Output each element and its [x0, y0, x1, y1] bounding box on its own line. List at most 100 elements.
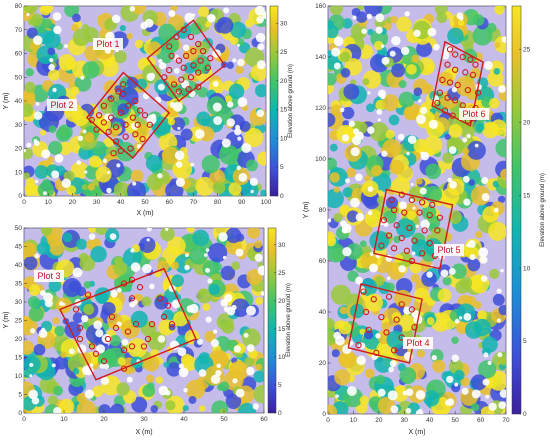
plot-boundary	[59, 267, 197, 381]
tree-marker	[197, 57, 204, 64]
tree-marker	[122, 121, 129, 128]
tree-marker	[132, 97, 139, 105]
tree-marker	[190, 62, 197, 69]
tree-marker	[436, 89, 444, 96]
plot-label-bg	[47, 99, 77, 111]
tree-marker	[120, 280, 128, 287]
x-tick-label: 20	[375, 417, 383, 424]
tree-marker	[92, 350, 100, 357]
tree-marker	[127, 145, 134, 152]
tree-marker	[178, 76, 185, 83]
colorbar-tick-label: 15	[278, 326, 286, 333]
plot-boundary	[85, 71, 171, 160]
tree-marker	[390, 347, 398, 354]
tree-marker	[195, 83, 202, 90]
x-ticks: 0 10 20 30 40 50 60 70 80 90 100	[22, 193, 272, 206]
tree-marker	[187, 33, 195, 41]
x-tick-label: 60	[260, 416, 268, 423]
y-axis-label: Y (m)	[3, 312, 10, 329]
tree-marker	[418, 250, 426, 257]
y-ticks: 0 5 10 15 20 25 30 35 40 45 50	[15, 225, 27, 417]
tree-marker	[120, 90, 127, 98]
x-tick-label: 50	[452, 417, 460, 424]
colorbar-tick-label: 20	[523, 120, 531, 127]
plot-boundary	[347, 283, 423, 364]
x-tick-label: 60	[166, 199, 174, 206]
tree-marker	[137, 107, 144, 114]
tree-marker	[107, 95, 115, 102]
y-tick-label: 0	[18, 410, 22, 417]
tree-marker	[462, 69, 469, 76]
tree-marker	[144, 335, 152, 343]
tree-marker	[185, 85, 192, 93]
colorbar-tick-label: 25	[278, 270, 286, 277]
plot-overlays: Plot 3	[34, 267, 197, 381]
tree-marker	[390, 206, 398, 214]
x-axis-label: X (m)	[135, 429, 152, 436]
tree-marker	[398, 191, 405, 198]
x-ticks: 0 10 20 30 40 50 60	[22, 410, 268, 423]
tree-marker	[207, 55, 214, 62]
x-tick-label: 30	[93, 199, 101, 206]
colorbar-ticks: 0 5 10 15 20 25	[519, 47, 531, 418]
tree-marker	[100, 119, 108, 126]
tree-marker	[93, 126, 100, 133]
tree-marker	[449, 112, 456, 119]
x-tick-label: 10	[60, 416, 68, 423]
tree-marker	[444, 94, 451, 101]
colorbar-tick-label: 0	[278, 410, 282, 417]
colorbar-tick-label: 30	[278, 242, 286, 249]
plot-boundary	[431, 40, 484, 127]
tree-marker	[472, 61, 479, 68]
x-tick-label: 80	[214, 199, 222, 206]
plot-label-bg	[434, 244, 464, 256]
colorbar-tick-label: 5	[523, 338, 527, 345]
tree-marker	[469, 71, 477, 78]
tree-marker	[180, 64, 187, 71]
x-tick-label: 0	[326, 417, 330, 424]
colorbar-ticks: 0 5 10 15 20 25 30	[274, 242, 286, 417]
tree-marker	[411, 237, 418, 244]
colorbar-label: Elevation above ground (m)	[288, 64, 294, 138]
x-tick-label: 70	[190, 199, 198, 206]
tree-marker	[355, 341, 362, 349]
tree-marker	[406, 224, 413, 231]
plot-label-bg	[459, 108, 489, 120]
tree-marker	[385, 232, 393, 239]
tree-marker	[128, 295, 136, 302]
plot-label: Plot 2	[50, 100, 73, 110]
tree-marker	[426, 211, 433, 219]
tree-marker	[416, 209, 423, 216]
tree-marker	[418, 199, 426, 206]
tree-marker	[464, 87, 472, 94]
y-tick-label: 0	[322, 411, 326, 418]
colorbar-tick-label: 25	[523, 47, 531, 54]
x-tick-label: 70	[502, 417, 510, 424]
colorbar-tick-label: 15	[280, 107, 288, 114]
tree-marker	[128, 276, 136, 283]
tree-marker	[166, 66, 173, 74]
tree-marker	[148, 321, 156, 328]
tree-marker	[378, 313, 385, 321]
y-axis-label: Y (m)	[303, 202, 310, 219]
tree-marker	[380, 217, 388, 224]
tree-marker	[104, 335, 112, 343]
plot-label: Plot 4	[406, 338, 429, 348]
tree-marker	[72, 306, 80, 313]
tree-marker	[421, 227, 428, 234]
x-tick-label: 0	[22, 199, 26, 206]
colorbar-tick-label: 20	[280, 78, 288, 85]
tree-marker	[141, 112, 149, 119]
tree-marker	[132, 131, 139, 138]
plot-boundary	[372, 188, 454, 270]
x-axis-label: X (m)	[136, 210, 153, 217]
tree-marker	[451, 97, 459, 104]
plot-label: Plot 3	[37, 271, 60, 281]
tree-marker	[436, 214, 444, 221]
colorbar-tick-label: 5	[278, 382, 282, 389]
tree-marker	[446, 79, 454, 86]
y-tick-label: 160	[315, 3, 326, 10]
tree-marker	[401, 209, 408, 216]
tree-marker	[139, 135, 146, 143]
tree-marker	[112, 138, 120, 145]
